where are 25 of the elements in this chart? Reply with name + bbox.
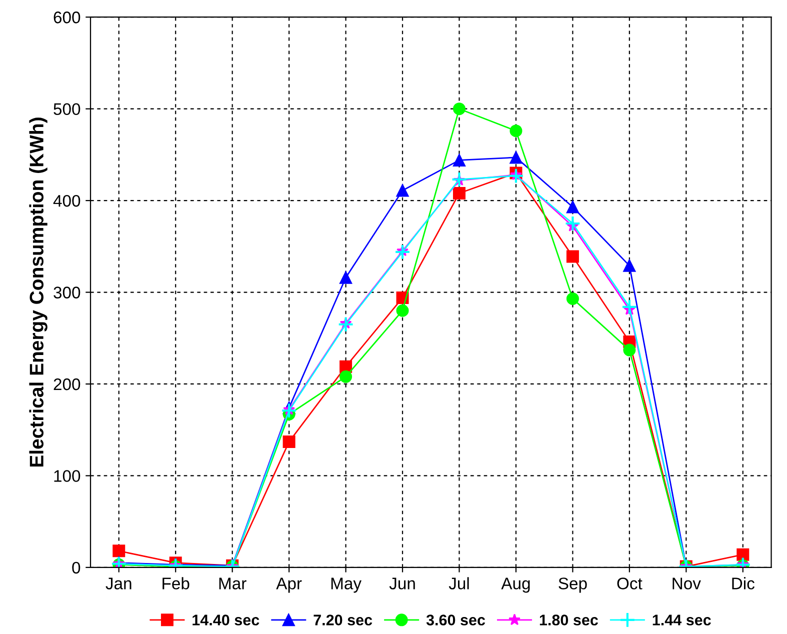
y-axis-title: Electrical Energy Consumption (KWh) [29, 118, 48, 467]
x-tick-label: May [331, 578, 362, 593]
x-tick-label: Mar [219, 578, 246, 590]
y-tick-label: 400 [53, 194, 80, 207]
y-tick-label: 100 [54, 470, 80, 482]
x-tick-label: Feb [162, 577, 190, 590]
y-tick-label: 500 [54, 103, 80, 116]
y-tick-label: 600 [54, 12, 80, 24]
x-tick-label: Oct [617, 578, 642, 590]
y-tick-label: 200 [54, 378, 80, 390]
y-tick-label: 0 [72, 562, 80, 574]
x-tick-label: Nov [672, 578, 701, 590]
legend-label: 14.40 sec [192, 614, 260, 626]
legend-label: 7.20 sec [314, 614, 372, 626]
x-tick-label: Jul [448, 577, 469, 590]
legend-label: 1.44 sec [652, 614, 711, 626]
legend-label: 1.80 sec [540, 614, 598, 626]
x-tick-label: Dic [732, 577, 754, 590]
x-tick-label: Jun [389, 578, 415, 590]
legend-label: 3.60 sec [426, 614, 486, 626]
x-tick-label: Apr [276, 578, 302, 593]
x-tick-label: Aug [501, 578, 530, 593]
y-tick-label: 300 [54, 286, 80, 298]
x-tick-label: Sep [558, 578, 587, 593]
x-tick-label: Jan [106, 578, 132, 590]
